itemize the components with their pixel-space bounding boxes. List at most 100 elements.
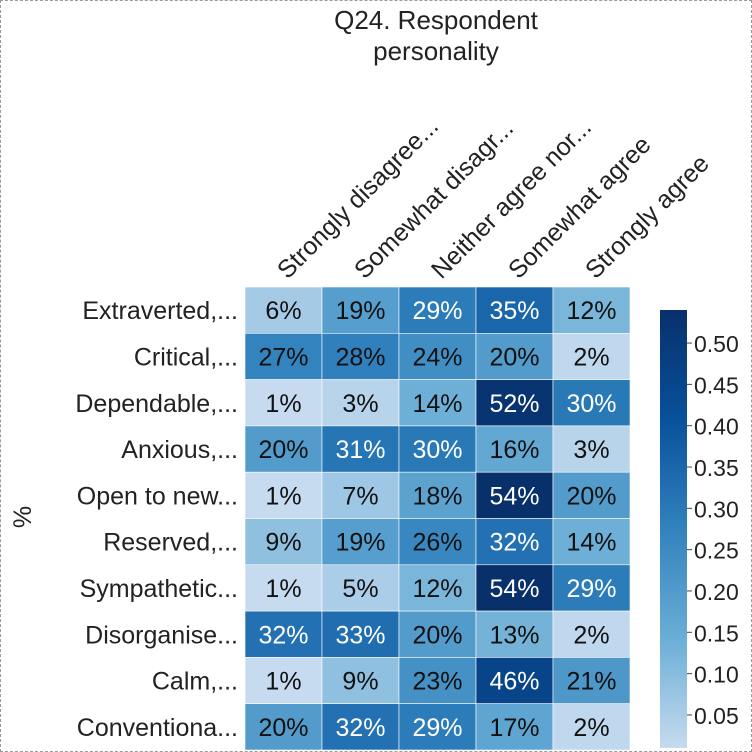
row-label: Extraverted,... — [82, 297, 238, 325]
column-label: Somewhat agree — [503, 131, 656, 284]
heatmap-cell — [475, 657, 554, 705]
cell-value-label: 27% — [258, 343, 308, 371]
row-label: Dependable,... — [75, 390, 238, 418]
heatmap-cell — [398, 286, 477, 334]
cell-value-label: 30% — [566, 390, 616, 418]
cell-value-label: 1% — [265, 668, 301, 696]
row-label: Calm,... — [152, 668, 238, 696]
cell-value-label: 3% — [342, 390, 378, 418]
cell-value-label: 19% — [335, 297, 385, 325]
cell-value-label: 29% — [412, 714, 462, 742]
cell-value-label: 28% — [335, 343, 385, 371]
row-label: Disorganise... — [85, 621, 238, 649]
heatmap-cell — [244, 379, 323, 427]
heatmap-cell — [321, 471, 400, 519]
heatmap-cell — [552, 379, 631, 427]
cell-value-label: 12% — [412, 575, 462, 603]
cell-value-label: 9% — [342, 668, 378, 696]
heatmap-cell — [552, 610, 631, 658]
row-label: Critical,... — [134, 343, 238, 371]
cell-value-label: 5% — [342, 575, 378, 603]
heatmap-cell — [244, 657, 323, 705]
cell-value-label: 1% — [265, 575, 301, 603]
heatmap-cell — [244, 425, 323, 473]
heatmap-cell — [398, 564, 477, 612]
colorbar-tick-label: 0.25 — [694, 538, 739, 564]
heatmap-cell — [321, 610, 400, 658]
heatmap-cell — [398, 703, 477, 751]
cell-value-label: 24% — [412, 343, 462, 371]
cell-value-label: 30% — [412, 436, 462, 464]
cell-value-label: 21% — [566, 668, 616, 696]
cell-value-label: 26% — [412, 529, 462, 557]
chart-title-line-1: Q24. Respondent — [334, 5, 538, 35]
cell-value-label: 7% — [342, 482, 378, 510]
heatmap-cell — [321, 286, 400, 334]
cell-value-label: 32% — [335, 714, 385, 742]
cell-value-label: 20% — [258, 436, 308, 464]
cell-value-label: 6% — [265, 297, 301, 325]
colorbar-tick-label: 0.30 — [694, 496, 739, 522]
cell-value-label: 31% — [335, 436, 385, 464]
y-axis-label: % — [9, 506, 37, 528]
cell-value-label: 19% — [335, 529, 385, 557]
heatmap-cell — [552, 425, 631, 473]
heatmap-cell — [398, 518, 477, 566]
heatmap-cell — [475, 564, 554, 612]
cell-value-label: 1% — [265, 390, 301, 418]
cell-value-label: 2% — [573, 343, 609, 371]
cell-value-label: 14% — [412, 390, 462, 418]
heatmap-cell — [398, 425, 477, 473]
cell-value-label: 33% — [335, 621, 385, 649]
heatmap-cell — [475, 379, 554, 427]
colorbar-tick-label: 0.50 — [694, 331, 739, 357]
heatmap-cell — [552, 564, 631, 612]
heatmap-cell — [244, 286, 323, 334]
colorbar-tick-label: 0.45 — [694, 372, 739, 398]
cell-value-label: 2% — [573, 714, 609, 742]
cell-value-label: 20% — [258, 714, 308, 742]
colorbar-tick-label: 0.05 — [694, 703, 739, 729]
cell-value-label: 3% — [573, 436, 609, 464]
chart-title-line-2: personality — [373, 36, 499, 66]
colorbar-tick-label: 0.10 — [694, 662, 739, 688]
heatmap-cell — [244, 703, 323, 751]
cell-value-label: 9% — [265, 529, 301, 557]
heatmap-cell — [321, 332, 400, 380]
heatmap-cell — [244, 471, 323, 519]
cell-value-label: 16% — [489, 436, 539, 464]
cell-value-label: 1% — [265, 482, 301, 510]
cell-value-label: 20% — [489, 343, 539, 371]
row-label: Conventiona... — [77, 714, 238, 742]
cell-value-label: 54% — [489, 482, 539, 510]
heatmap-cell — [244, 332, 323, 380]
heatmap-cell — [398, 610, 477, 658]
cell-value-label: 17% — [489, 714, 539, 742]
cell-value-label: 18% — [412, 482, 462, 510]
heatmap-cell — [552, 703, 631, 751]
heatmap-cell — [552, 518, 631, 566]
row-label: Reserved,... — [103, 529, 238, 557]
heatmap-cell — [552, 657, 631, 705]
cell-value-label: 54% — [489, 575, 539, 603]
cell-value-label: 52% — [489, 390, 539, 418]
heatmap-cell — [321, 657, 400, 705]
heatmap-cell — [475, 518, 554, 566]
heatmap-cell — [321, 564, 400, 612]
colorbar-tick-label: 0.35 — [694, 455, 739, 481]
heatmap-cell — [321, 703, 400, 751]
cell-value-label: 14% — [566, 529, 616, 557]
cell-value-label: 29% — [412, 297, 462, 325]
heatmap-cell — [475, 332, 554, 380]
cell-value-label: 2% — [573, 621, 609, 649]
cell-value-label: 32% — [258, 621, 308, 649]
heatmap-cell — [398, 657, 477, 705]
heatmap-cell — [552, 471, 631, 519]
cell-value-label: 35% — [489, 297, 539, 325]
heatmap-cell — [398, 379, 477, 427]
colorbar-tick-label: 0.20 — [694, 579, 739, 605]
cell-value-label: 29% — [566, 575, 616, 603]
cell-value-label: 20% — [412, 621, 462, 649]
row-label: Anxious,... — [121, 436, 238, 464]
